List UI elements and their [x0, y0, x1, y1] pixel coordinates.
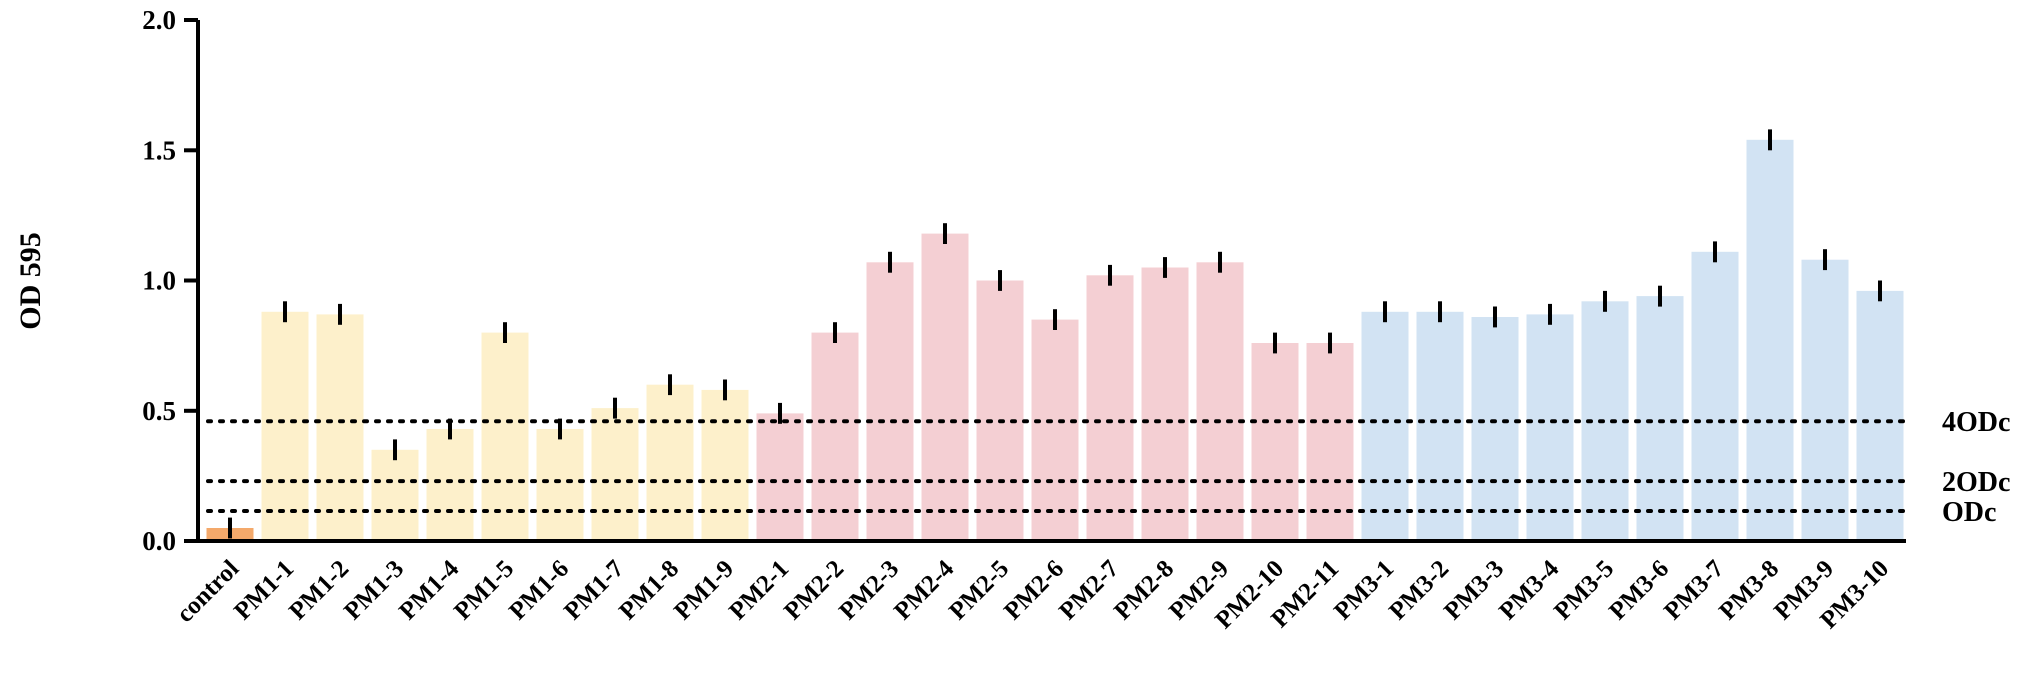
bar-pm3-9: [1801, 259, 1849, 541]
x-tick-labels: controlPM1-1PM1-2PM1-3PM1-4PM1-5PM1-6PM1…: [171, 555, 1894, 634]
x-tick-label-pm2-7: PM2-7: [1054, 555, 1124, 625]
x-tick-label-pm1-7: PM1-7: [559, 555, 629, 625]
bar-pm3-1: [1361, 311, 1409, 541]
x-tick-label-pm2-1: PM2-1: [724, 555, 794, 625]
x-tick-label-pm1-5: PM1-5: [449, 555, 519, 625]
bar-pm3-3: [1471, 317, 1519, 541]
y-tick-label: 2.0: [142, 5, 176, 35]
bar-pm1-6: [536, 429, 584, 541]
x-tick-label-pm2-2: PM2-2: [779, 555, 849, 625]
x-tick-label-pm2-4: PM2-4: [889, 555, 959, 625]
x-tick-label-pm3-2: PM3-2: [1384, 555, 1454, 625]
bar-pm1-5: [481, 332, 529, 541]
x-tick-label-pm2-3: PM2-3: [834, 555, 904, 625]
x-tick-label-pm1-3: PM1-3: [339, 555, 409, 625]
bar-pm2-8: [1141, 267, 1189, 541]
bar-pm2-7: [1086, 275, 1134, 541]
bar-pm3-8: [1746, 139, 1794, 542]
bar-pm2-6: [1031, 319, 1079, 541]
y-tick-label: 1.5: [142, 135, 176, 165]
y-tick-label: 1.0: [142, 266, 176, 296]
bar-pm3-10: [1856, 290, 1904, 541]
x-tick-label-pm3-3: PM3-3: [1439, 555, 1509, 625]
x-tick-label-pm3-7: PM3-7: [1659, 555, 1729, 625]
reference-label-2odc: 2ODc: [1942, 467, 2010, 498]
y-ticks: 0.0 0.5 1.0 1.5 2.0: [142, 5, 198, 556]
x-tick-label-pm3-6: PM3-6: [1604, 555, 1674, 625]
reference-label-4odc: 4ODc: [1942, 407, 2010, 438]
bar-pm1-9: [701, 389, 749, 541]
x-tick-label-pm1-4: PM1-4: [394, 555, 464, 625]
bar-pm2-9: [1196, 262, 1244, 541]
x-tick-label-pm1-6: PM1-6: [504, 555, 574, 625]
bar-pm3-7: [1691, 251, 1739, 542]
x-tick-label-pm3-1: PM3-1: [1329, 555, 1399, 625]
bar-pm1-3: [371, 449, 419, 541]
bar-pm2-1: [756, 413, 804, 541]
bar-pm3-4: [1526, 314, 1574, 541]
reference-label-odc: ODc: [1942, 497, 1996, 528]
bar-pm2-2: [811, 332, 859, 541]
bar-pm3-2: [1416, 311, 1464, 541]
x-tick-label-control: control: [171, 555, 244, 628]
y-tick-label: 0.5: [142, 396, 176, 426]
x-tick-label-pm2-8: PM2-8: [1109, 555, 1179, 625]
x-tick-label-pm3-4: PM3-4: [1494, 555, 1564, 625]
bar-pm2-11: [1306, 343, 1354, 541]
bar-pm1-7: [591, 408, 639, 541]
x-tick-label-pm1-8: PM1-8: [614, 555, 684, 625]
bar-pm2-4: [921, 233, 969, 541]
bars: [206, 139, 1904, 542]
x-tick-label-pm2-6: PM2-6: [999, 555, 1069, 625]
bar-pm2-3: [866, 262, 914, 541]
bar-pm3-6: [1636, 296, 1684, 541]
y-axis-label: OD 595: [14, 232, 47, 330]
bar-pm2-10: [1251, 343, 1299, 541]
bar-pm2-5: [976, 280, 1024, 541]
bar-pm1-8: [646, 384, 694, 541]
error-bars: [228, 129, 1882, 539]
y-tick-label: 0.0: [142, 526, 176, 556]
x-tick-label-pm1-2: PM1-2: [284, 555, 354, 625]
bar-pm1-2: [316, 314, 364, 541]
bar-pm1-1: [261, 311, 309, 541]
x-tick-label-pm3-5: PM3-5: [1549, 555, 1619, 625]
x-tick-label-pm3-8: PM3-8: [1714, 555, 1784, 625]
x-tick-label-pm2-5: PM2-5: [944, 555, 1014, 625]
bar-pm1-4: [426, 429, 474, 541]
x-tick-label-pm1-1: PM1-1: [229, 555, 299, 625]
x-tick-label-pm1-9: PM1-9: [669, 555, 739, 625]
